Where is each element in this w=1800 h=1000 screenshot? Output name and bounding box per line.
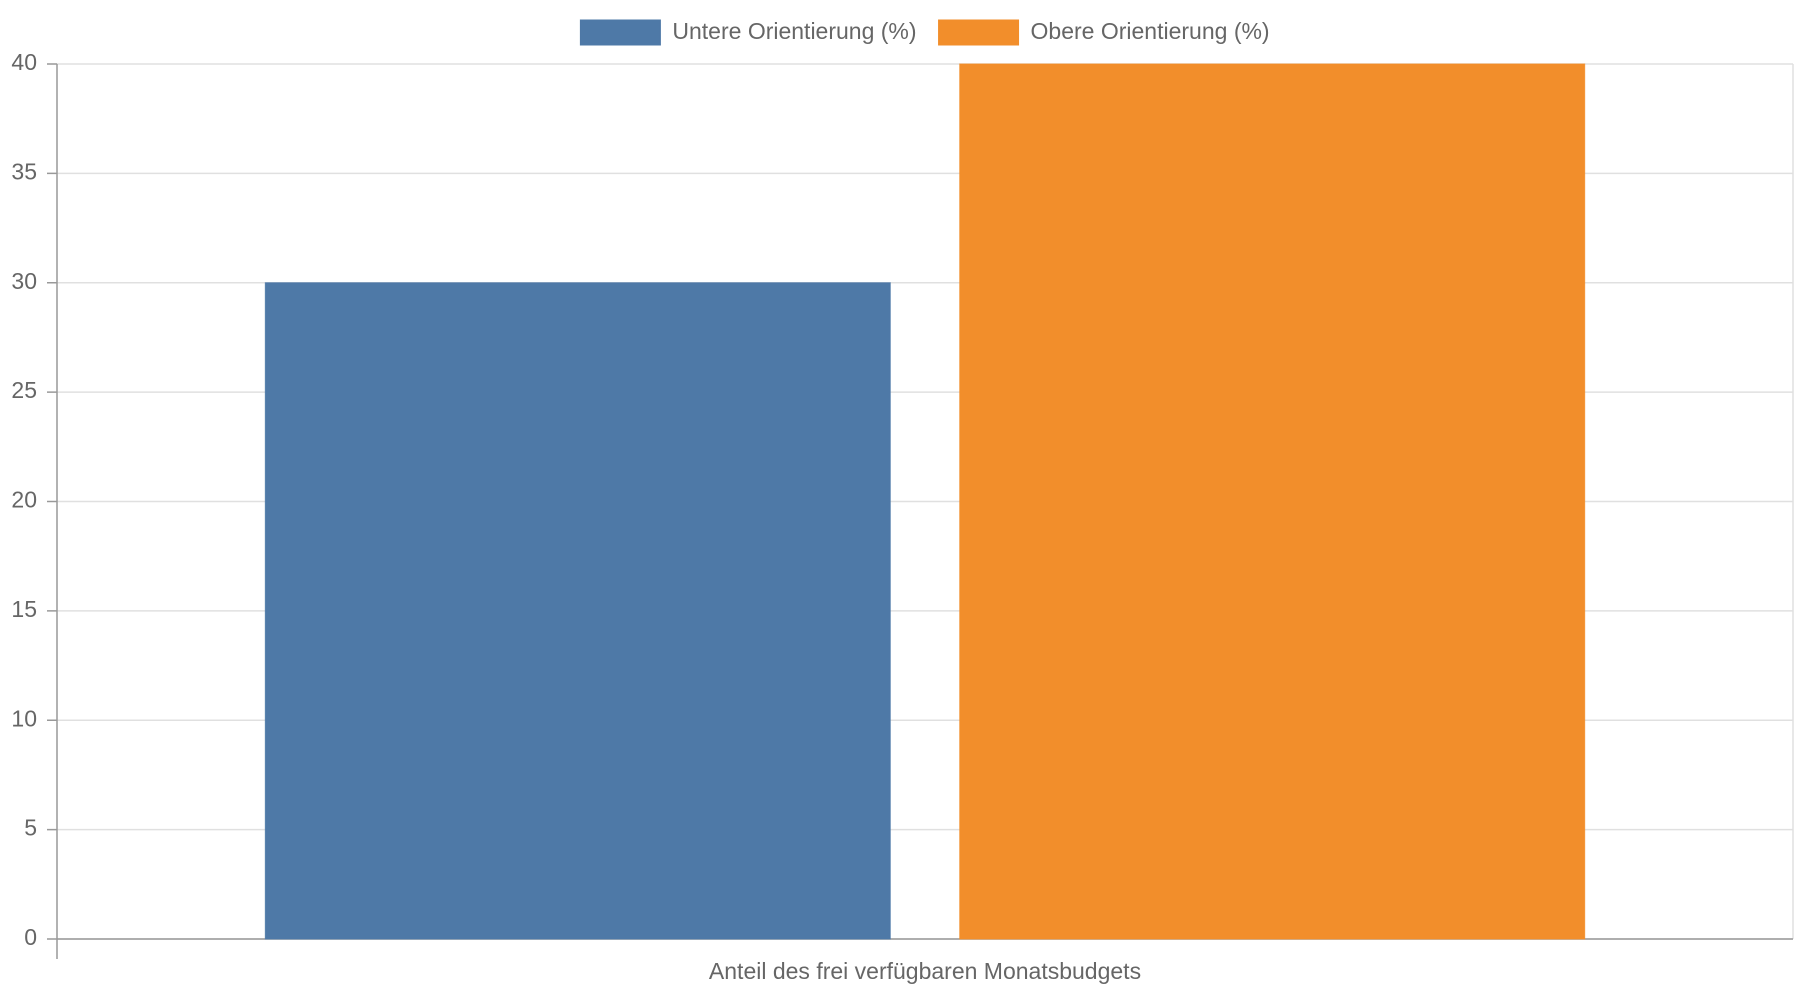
legend-label: Obere Orientierung (%) <box>1031 18 1270 44</box>
bar <box>959 63 1586 940</box>
y-tick-label: 15 <box>11 596 37 622</box>
x-tick-label: Anteil des frei verfügbaren Monatsbudget… <box>709 958 1141 984</box>
y-tick-label: 10 <box>11 705 37 731</box>
y-tick-label: 30 <box>11 268 37 294</box>
y-tick-label: 20 <box>11 487 37 513</box>
y-tick-label: 35 <box>11 158 37 184</box>
y-tick-label: 0 <box>24 924 37 950</box>
legend-swatch <box>938 19 1020 46</box>
legend-label: Untere Orientierung (%) <box>672 18 916 44</box>
y-tick-label: 40 <box>11 49 37 75</box>
y-tick-label: 5 <box>24 815 37 841</box>
bar <box>264 282 891 940</box>
y-tick-label: 25 <box>11 377 37 403</box>
legend-swatch <box>579 19 661 46</box>
